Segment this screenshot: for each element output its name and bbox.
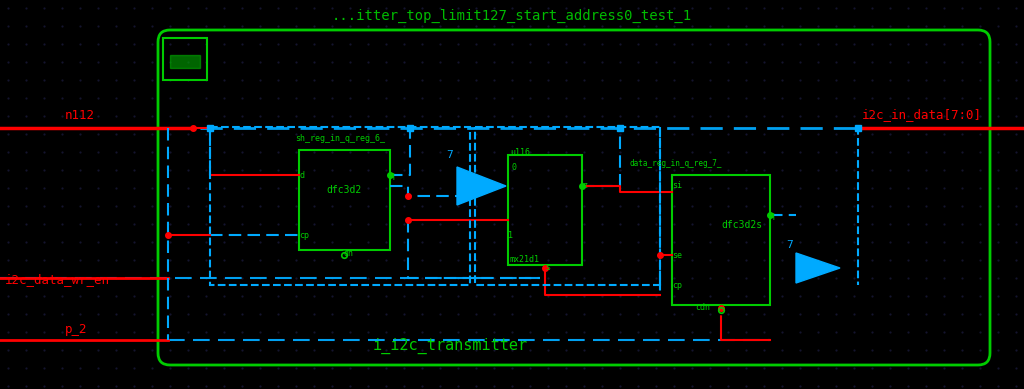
Bar xyxy=(475,127,660,285)
Bar xyxy=(170,55,200,68)
Bar xyxy=(672,175,770,305)
Text: dfc3d2s: dfc3d2s xyxy=(721,220,762,230)
Text: z: z xyxy=(582,180,587,189)
Polygon shape xyxy=(457,167,506,205)
Text: dn: dn xyxy=(344,249,354,258)
Polygon shape xyxy=(796,253,840,283)
Text: i_i2c_transmitter: i_i2c_transmitter xyxy=(373,338,528,354)
Text: 0: 0 xyxy=(512,163,517,172)
Text: si: si xyxy=(672,180,682,189)
Text: q: q xyxy=(390,170,395,179)
Text: ...itter_top_limit127_start_address0_test_1: ...itter_top_limit127_start_address0_tes… xyxy=(332,9,692,23)
Text: mx21d1: mx21d1 xyxy=(510,255,540,264)
Text: dfc3d2: dfc3d2 xyxy=(327,185,361,195)
Text: 1: 1 xyxy=(508,231,513,240)
Text: 7: 7 xyxy=(446,150,454,160)
Text: 7: 7 xyxy=(786,240,794,250)
Text: se: se xyxy=(672,251,682,259)
Text: q: q xyxy=(770,210,775,219)
Text: u116: u116 xyxy=(510,148,530,157)
Bar xyxy=(163,38,207,80)
Bar xyxy=(210,127,470,285)
Text: data_reg_in_q_reg_7_: data_reg_in_q_reg_7_ xyxy=(630,159,723,168)
Bar xyxy=(299,150,390,250)
Text: p_2: p_2 xyxy=(65,324,87,336)
Text: n112: n112 xyxy=(65,109,95,121)
Text: sh_reg_in_q_reg_6_: sh_reg_in_q_reg_6_ xyxy=(295,134,385,143)
Bar xyxy=(508,155,582,265)
Text: i2c_in_data[7:0]: i2c_in_data[7:0] xyxy=(862,109,982,121)
Text: i2c_data_wr_en: i2c_data_wr_en xyxy=(5,273,110,287)
Text: s: s xyxy=(545,263,550,273)
Text: cdn: cdn xyxy=(695,303,710,312)
Text: d: d xyxy=(299,170,304,179)
Text: cp: cp xyxy=(299,231,309,240)
Text: cp: cp xyxy=(672,280,682,289)
